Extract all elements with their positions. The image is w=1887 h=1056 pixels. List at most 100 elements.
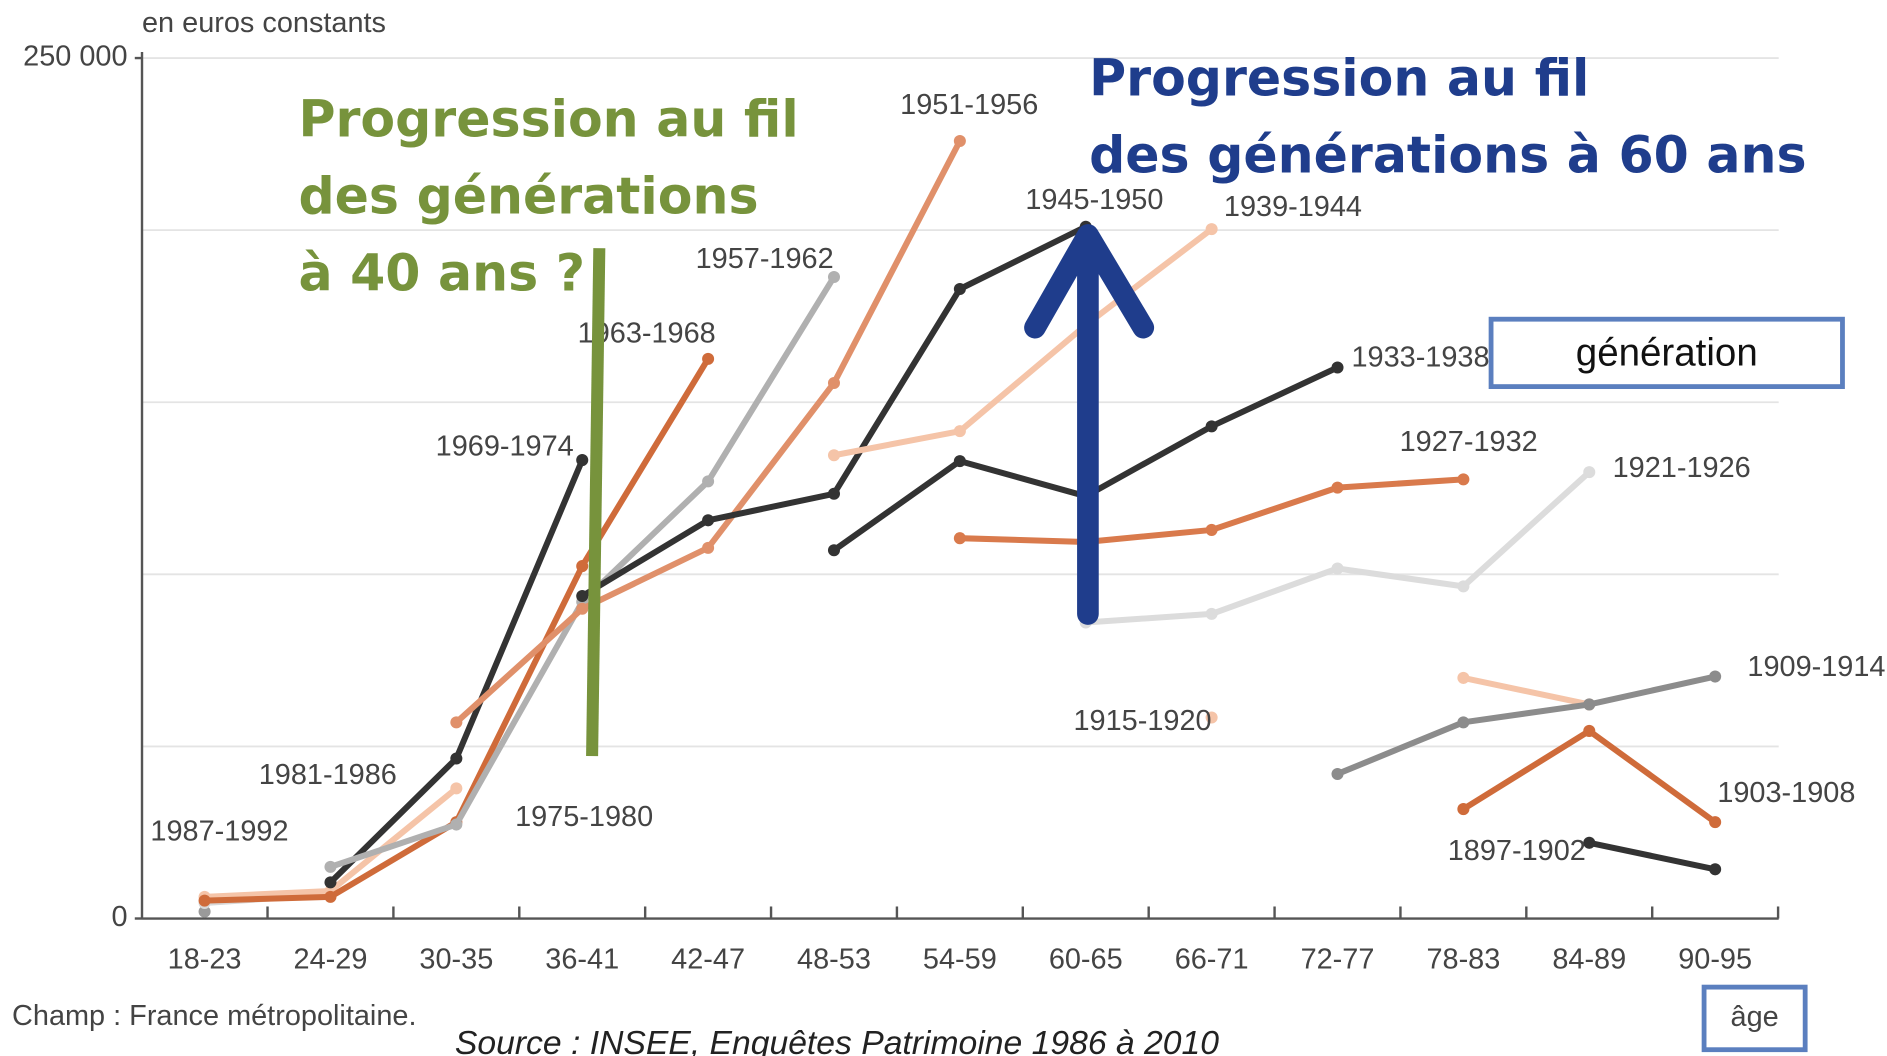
point (198, 894, 211, 907)
point (1205, 420, 1218, 433)
point (1457, 580, 1470, 593)
x-tick-label: 48-53 (797, 943, 871, 975)
series-label: 1903-1908 (1717, 777, 1855, 809)
point (702, 475, 715, 488)
series-label: 1981-1986 (259, 759, 397, 791)
series-line (833, 226, 1214, 459)
series-label: 1951-1956 (900, 89, 1038, 121)
point (450, 818, 463, 831)
x-tick-label: 90-95 (1678, 943, 1752, 975)
point (827, 487, 841, 500)
point (702, 514, 715, 527)
series-line (1085, 469, 1592, 626)
annotation-green: des générations (298, 167, 758, 226)
point (450, 752, 463, 765)
point (1709, 670, 1722, 683)
age-box (1701, 984, 1808, 1053)
point (576, 589, 589, 603)
point (953, 532, 966, 545)
x-tick-label: 24-29 (294, 943, 368, 975)
series-label: 1939-1944 (1224, 191, 1362, 223)
series-label: 1933-1938 (1351, 342, 1489, 374)
source: Source : INSEE, Enquêtes Patrimoine 1986… (455, 1025, 1219, 1056)
y-tick-label: 250 000 (23, 41, 127, 73)
point (1331, 361, 1344, 374)
x-tick-label: 54-59 (923, 943, 997, 975)
series-line (1336, 673, 1716, 777)
point (576, 602, 589, 615)
point (324, 876, 337, 889)
point (702, 352, 715, 365)
point (827, 376, 841, 389)
series-label: 1927-1932 (1400, 426, 1538, 458)
x-tick-label: 36-41 (545, 943, 619, 975)
y-axis-label: en euros constants (142, 7, 386, 39)
series-line (1461, 727, 1717, 825)
point (827, 270, 841, 283)
series-label: 1915-1920 (1073, 705, 1211, 737)
x-tick-label: 60-65 (1049, 943, 1123, 975)
point (1205, 223, 1218, 236)
series-label: 1975-1980 (515, 801, 653, 833)
annotation-green: à 40 ans ? (298, 244, 585, 303)
point (1205, 523, 1218, 536)
point (1457, 803, 1470, 816)
x-axis-label: âge (1731, 1001, 1779, 1033)
y-tick-label: 0 (112, 901, 128, 933)
point (702, 541, 715, 554)
point (1709, 863, 1722, 876)
blue-arrow (1024, 224, 1155, 625)
point (1205, 711, 1218, 724)
green-line (586, 248, 606, 757)
point (324, 890, 337, 903)
point (324, 860, 337, 873)
x-tick-label: 66-71 (1175, 943, 1249, 975)
plot: 0 250 000 18-23 24-29 30-35 36-41 42-47 48-53 54… (23, 41, 1885, 976)
series-label: 1987-1992 (150, 816, 288, 848)
point (953, 425, 966, 438)
point (576, 560, 589, 573)
series-label: 1969-1974 (436, 431, 574, 463)
x-tick-label: 72-77 (1301, 943, 1375, 975)
point (1457, 671, 1470, 684)
point (1205, 607, 1218, 620)
point (450, 782, 463, 795)
x-tick-label: 42-47 (671, 943, 745, 975)
point (1583, 836, 1596, 849)
point (198, 905, 211, 918)
point (1331, 562, 1344, 575)
point (953, 455, 966, 468)
x-tick-label: 30-35 (419, 943, 493, 975)
point (827, 449, 841, 462)
generation-box (1488, 316, 1845, 390)
point (1331, 767, 1344, 780)
point (953, 134, 966, 148)
series-label: 1921-1926 (1613, 452, 1751, 484)
annotation-blue: Progression au fil (1089, 49, 1589, 108)
point (1457, 473, 1470, 486)
series-label: 1909-1914 (1747, 651, 1885, 683)
series-line (1588, 839, 1716, 873)
series-label: 1897-1902 (1448, 835, 1586, 867)
point (1583, 466, 1596, 479)
series-line (1462, 674, 1590, 708)
point (1709, 816, 1722, 829)
point (1583, 724, 1596, 737)
x-tick-label: 18-23 (168, 943, 242, 975)
point (1457, 716, 1470, 729)
point (827, 544, 841, 557)
point (450, 716, 463, 729)
series-label: 1957-1962 (696, 243, 834, 275)
x-tick-label: 84-89 (1552, 943, 1626, 975)
generation-box-label: génération (1576, 331, 1758, 374)
annotation-blue: des générations à 60 ans (1089, 126, 1806, 185)
point (1583, 698, 1596, 711)
series-label: 1945-1950 (1025, 184, 1163, 216)
point (953, 282, 966, 296)
x-tick-label: 78-83 (1426, 943, 1500, 975)
note: Champ : France métropolitaine. (12, 1000, 416, 1032)
point (1331, 481, 1344, 494)
point (576, 454, 589, 467)
annotation-green: Progression au fil (298, 90, 798, 149)
